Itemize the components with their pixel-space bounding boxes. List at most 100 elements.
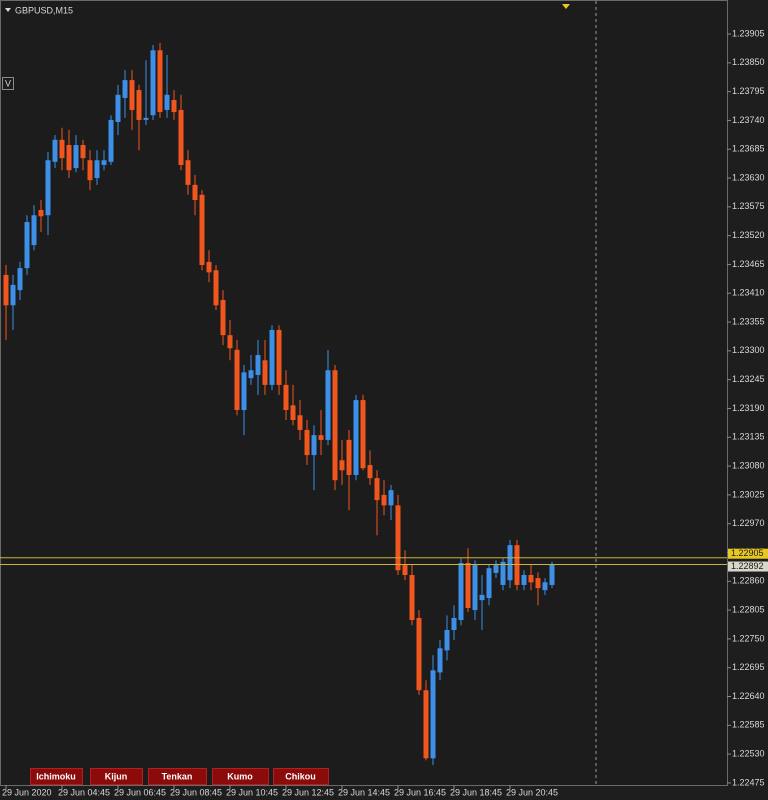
candle-body	[255, 355, 261, 375]
candle-body	[486, 568, 492, 599]
candle-body	[374, 478, 380, 501]
candle-body	[59, 139, 65, 159]
candle-body	[416, 617, 422, 691]
y-tick-label: 1.23410	[732, 288, 765, 298]
indicator-button[interactable]	[273, 768, 329, 785]
marks	[3, 42, 555, 766]
indicator-button[interactable]	[148, 768, 207, 785]
candle-body	[157, 50, 163, 113]
y-tick-label: 1.22695	[732, 662, 765, 672]
candle-body	[66, 145, 72, 171]
y-tick-label: 1.23190	[732, 403, 765, 413]
candle-body	[17, 268, 23, 291]
candle-body	[528, 575, 534, 583]
plot-area	[0, 0, 728, 786]
y-tick-label: 1.23080	[732, 460, 765, 470]
candle-body	[423, 690, 429, 759]
candle-body	[325, 370, 331, 440]
candle-body	[10, 284, 16, 306]
x-tick-label: 29 Jun 14:45	[338, 787, 390, 797]
x-tick-label: 29 Jun 2020	[2, 787, 52, 797]
x-tick-label: 29 Jun 20:45	[506, 787, 558, 797]
candle-body	[430, 670, 436, 759]
candle-body	[402, 565, 408, 576]
candle-body	[24, 222, 30, 269]
candle-body	[549, 564, 555, 585]
y-tick-label: 1.22475	[732, 777, 765, 787]
candle-body	[192, 184, 198, 201]
candle-body	[304, 429, 310, 456]
candle-body	[332, 370, 338, 481]
indicator-button-label[interactable]: Ichimoku	[36, 771, 76, 781]
title-arrow	[5, 8, 11, 12]
candle-body	[87, 160, 93, 181]
candle-body	[80, 145, 86, 159]
candle-body	[115, 94, 121, 123]
y-tick-label: 1.23850	[732, 57, 765, 67]
indicator-button[interactable]	[90, 768, 143, 785]
price-tag	[728, 561, 768, 572]
y-tick-label: 1.23025	[732, 489, 765, 499]
candle-body	[437, 648, 443, 673]
candle-body	[465, 562, 471, 608]
candle-body	[101, 160, 107, 165]
y-tick-label: 1.23795	[732, 86, 765, 96]
candle-body	[213, 270, 219, 306]
candle-body	[479, 594, 485, 601]
y-tick-label: 1.23355	[732, 316, 765, 326]
x-tick-label: 29 Jun 16:45	[394, 787, 446, 797]
indicator-button-label[interactable]: Tenkan	[162, 771, 193, 781]
candle-body	[234, 349, 240, 411]
x-tick-label: 29 Jun 10:45	[226, 787, 278, 797]
candle-body	[514, 545, 520, 585]
candle-body	[269, 329, 275, 385]
candle-body	[318, 435, 324, 440]
shift-marker	[562, 4, 570, 9]
candle-body	[339, 460, 345, 471]
candle-body	[178, 109, 184, 165]
candle-body	[381, 494, 387, 506]
y-tick-label: 1.23740	[732, 115, 765, 125]
y-tick-label: 1.22640	[732, 691, 765, 701]
y-tick-label: 1.23630	[732, 172, 765, 182]
candle-body	[248, 370, 254, 379]
y-tick-label: 1.22805	[732, 604, 765, 614]
y-tick-label: 1.22750	[732, 633, 765, 643]
candle-body	[360, 400, 366, 469]
candle-body	[346, 439, 352, 475]
candle-body	[353, 400, 359, 475]
candle-body	[150, 50, 156, 116]
candle-body	[45, 160, 51, 216]
x-tick-label: 29 Jun 04:45	[58, 787, 110, 797]
y-tick-label: 1.23685	[732, 144, 765, 154]
badge-box[interactable]	[2, 77, 14, 90]
candle-body	[535, 578, 541, 589]
y-tick-label: 1.23245	[732, 374, 765, 384]
price-tag	[728, 548, 768, 559]
candle-body	[108, 119, 114, 162]
candle-body	[241, 372, 247, 411]
indicator-button-label[interactable]: Chikou	[285, 771, 316, 781]
indicator-button-label[interactable]: Kijun	[105, 771, 128, 781]
price-tag-label: 1.22892	[731, 561, 764, 571]
indicator-button-label[interactable]: Kumo	[227, 771, 253, 781]
chart-title: GBPUSD,M15	[15, 5, 73, 15]
y-tick-label: 1.23575	[732, 201, 765, 211]
y-tick-label: 1.23520	[732, 230, 765, 240]
y-tick-label: 1.23905	[732, 28, 765, 38]
candle-body	[388, 490, 394, 506]
y-tick-label: 1.23465	[732, 259, 765, 269]
candle-body	[395, 505, 401, 571]
y-tick-label: 1.23300	[732, 345, 765, 355]
badge[interactable]: V	[5, 78, 11, 88]
candle-body	[185, 160, 191, 185]
candle-body	[73, 145, 79, 169]
candle-body	[472, 565, 478, 611]
candle-body	[199, 194, 205, 265]
candle-body	[136, 90, 142, 120]
indicator-button[interactable]	[30, 768, 83, 785]
candle-body	[94, 160, 100, 179]
y-tick-label: 1.23135	[732, 432, 765, 442]
indicator-button[interactable]	[212, 768, 269, 785]
